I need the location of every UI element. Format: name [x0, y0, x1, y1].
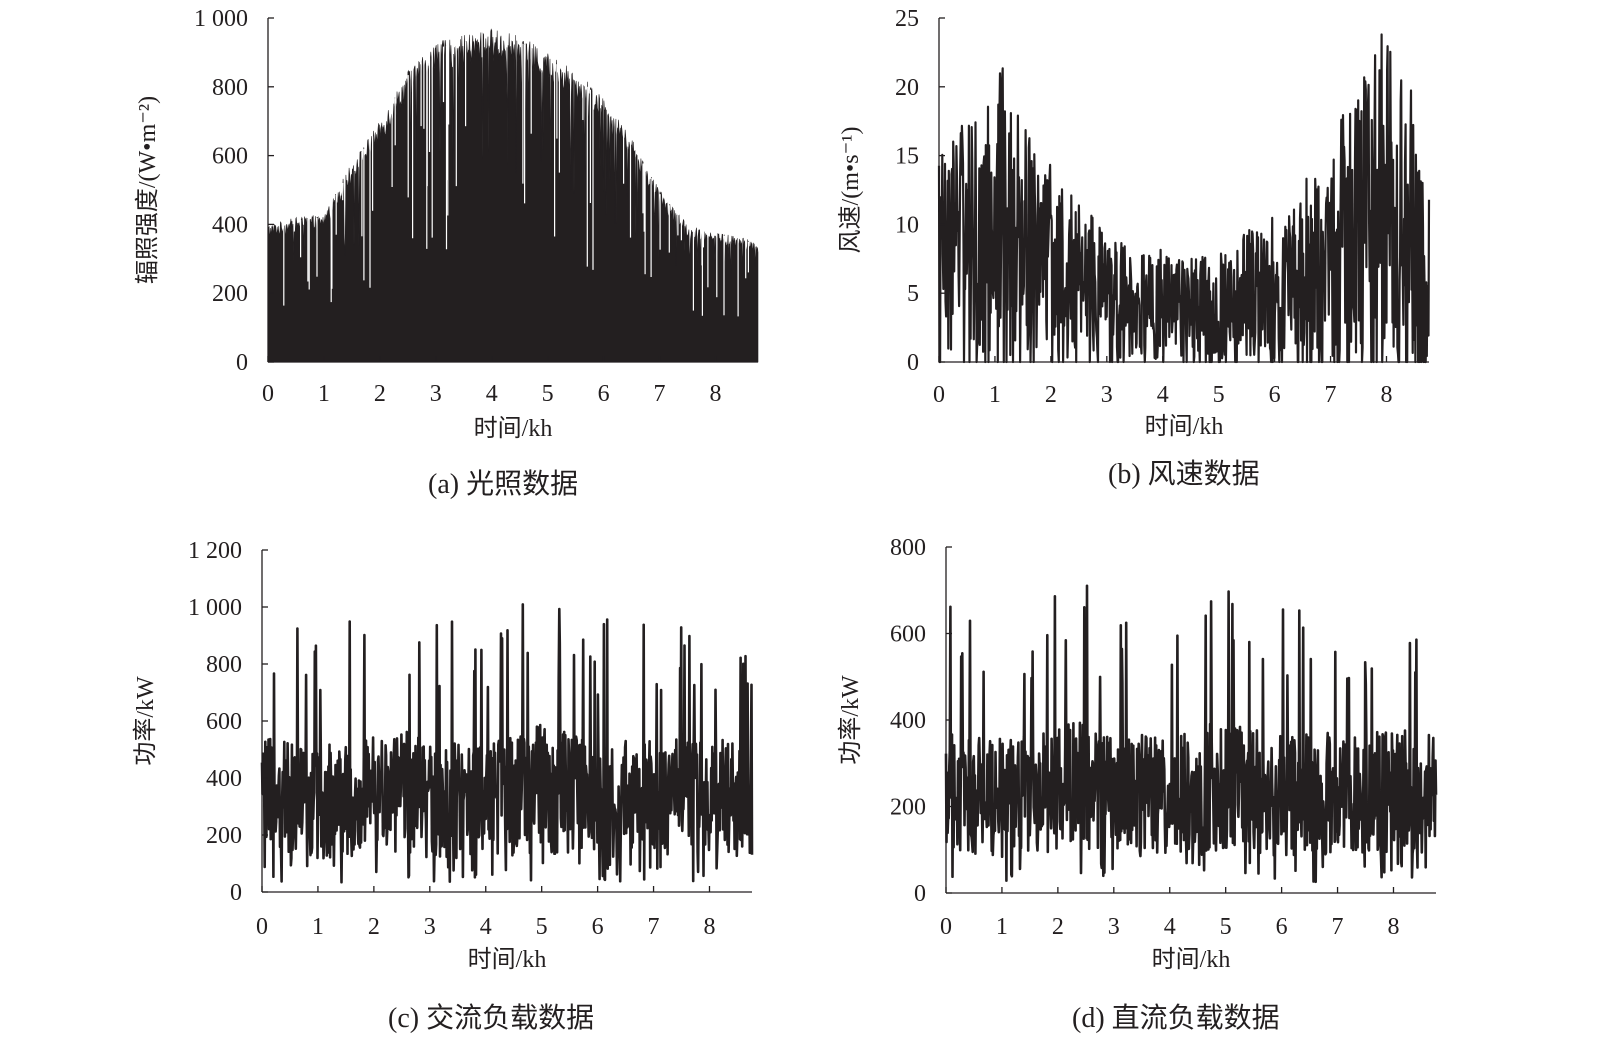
x-tick-label-c-0: 0 [256, 914, 268, 940]
y-axis-label-d: 功率/kW [837, 675, 864, 765]
chart-svg-d: 0 200 400 600 800 0 1 2 3 4 5 6 7 8 时间/kh 功率/kW [837, 535, 1438, 973]
y-tick-label-c-3: 600 [206, 709, 242, 735]
y-tick-label-a-3: 600 [212, 144, 248, 170]
x-tick-label-b-0: 0 [933, 382, 945, 408]
x-tick-label-c-5: 5 [536, 914, 548, 940]
x-tick-label-a-2: 2 [374, 381, 386, 407]
x-tick-label-d-2: 2 [1052, 914, 1064, 940]
x-tick-label-b-7: 7 [1325, 382, 1337, 408]
x-tick-label-a-8: 8 [709, 381, 721, 407]
chart-caption-d: (d) 直流负载数据 [1072, 1003, 1280, 1034]
x-tick-label-a-4: 4 [486, 381, 498, 407]
y-tick-label-c-4: 800 [206, 652, 242, 678]
chart-caption-a: (a) 光照数据 [428, 469, 579, 500]
y-tick-label-b-2: 10 [895, 212, 919, 238]
y-tick-label-c-2: 400 [206, 766, 242, 792]
y-axis-label-a: 辐照强度/(W•m⁻²) [134, 96, 161, 284]
x-tick-label-a-3: 3 [430, 381, 442, 407]
x-tick-label-c-2: 2 [368, 914, 380, 940]
series-line-c [260, 603, 754, 884]
x-tick-label-c-7: 7 [648, 914, 660, 940]
x-tick-label-b-3: 3 [1101, 382, 1113, 408]
x-tick-label-a-5: 5 [542, 381, 554, 407]
chart-caption-b: (b) 风速数据 [1108, 459, 1260, 490]
x-tick-label-c-6: 6 [592, 914, 604, 940]
y-tick-label-d-1: 200 [890, 795, 926, 821]
y-tick-label-d-0: 0 [914, 881, 926, 907]
y-axis-label-b: 风速/(m•s⁻¹) [837, 127, 864, 254]
x-tick-label-c-4: 4 [480, 914, 492, 940]
x-tick-label-d-8: 8 [1387, 914, 1399, 940]
x-tick-label-d-7: 7 [1332, 914, 1344, 940]
x-axis-label-b: 时间/kh [1145, 413, 1224, 440]
x-tick-label-c-1: 1 [312, 914, 324, 940]
y-tick-label-a-0: 0 [236, 350, 248, 376]
x-tick-label-a-1: 1 [318, 381, 330, 407]
x-tick-label-b-4: 4 [1157, 382, 1169, 408]
x-tick-label-d-5: 5 [1220, 914, 1232, 940]
chart-svg-b: 0 5 10 15 20 25 0 1 2 3 4 5 6 7 8 时间/kh 风速/(m•s⁻¹) [837, 6, 1431, 440]
y-tick-label-c-1: 200 [206, 823, 242, 849]
chart-svg-c: 0 200 400 600 800 1 000 1 200 0 1 2 3 4 5 6 7 8 时间/kh 功率/… [132, 538, 754, 973]
x-tick-label-c-3: 3 [424, 914, 436, 940]
x-axis-label-a: 时间/kh [474, 415, 553, 442]
series-line-d [944, 584, 1438, 884]
y-tick-label-b-1: 5 [907, 281, 919, 307]
y-tick-label-a-4: 800 [212, 75, 248, 101]
y-tick-label-a-5: 1 000 [194, 6, 248, 32]
x-tick-label-b-8: 8 [1380, 382, 1392, 408]
x-axis-label-c: 时间/kh [468, 946, 547, 973]
y-tick-label-c-0: 0 [230, 880, 242, 906]
chart-caption-c: (c) 交流负载数据 [388, 1003, 595, 1034]
x-tick-label-a-7: 7 [654, 381, 666, 407]
x-tick-label-b-2: 2 [1045, 382, 1057, 408]
x-tick-label-b-6: 6 [1269, 382, 1281, 408]
chart-panel-a: 0 200 400 600 800 1 000 0 1 2 3 4 5 6 7 8 时间/kh 辐照强度/(W•… [0, 0, 800, 520]
x-tick-label-d-3: 3 [1108, 914, 1120, 940]
chart-panel-c: 0 200 400 600 800 1 000 1 200 0 1 2 3 4 5 6 7 8 时间/kh 功率/… [0, 520, 800, 1060]
x-tick-label-d-0: 0 [940, 914, 952, 940]
x-tick-label-d-1: 1 [996, 914, 1008, 940]
series-line-b [937, 33, 1431, 364]
chart-panel-b: 0 5 10 15 20 25 0 1 2 3 4 5 6 7 8 时间/kh 风速/(m•s⁻¹) (b) 风… [800, 0, 1600, 520]
x-tick-label-b-5: 5 [1213, 382, 1225, 408]
y-tick-label-a-1: 200 [212, 281, 248, 307]
y-tick-label-a-2: 400 [212, 212, 248, 238]
chart-panel-d: 0 200 400 600 800 0 1 2 3 4 5 6 7 8 时间/kh 功率/kW (d) 直流负… [800, 520, 1600, 1060]
series-area-a [267, 28, 759, 363]
y-tick-label-d-4: 800 [890, 535, 926, 561]
y-tick-label-c-5: 1 000 [188, 595, 242, 621]
y-axis-label-c: 功率/kW [132, 676, 159, 766]
x-tick-label-c-8: 8 [703, 914, 715, 940]
y-tick-label-b-4: 20 [895, 75, 919, 101]
y-tick-label-b-0: 0 [907, 350, 919, 376]
y-tick-label-d-2: 400 [890, 708, 926, 734]
y-tick-label-c-6: 1 200 [188, 538, 242, 564]
y-tick-label-d-3: 600 [890, 622, 926, 648]
chart-svg-a: 0 200 400 600 800 1 000 0 1 2 3 4 5 6 7 8 时间/kh 辐照强度/(W•… [134, 6, 759, 442]
y-tick-label-b-3: 15 [895, 144, 919, 170]
x-tick-label-b-1: 1 [989, 382, 1001, 408]
x-axis-label-d: 时间/kh [1152, 946, 1231, 973]
x-tick-label-d-6: 6 [1276, 914, 1288, 940]
y-tick-label-b-5: 25 [895, 6, 919, 32]
x-tick-label-d-4: 4 [1164, 914, 1176, 940]
x-tick-label-a-6: 6 [598, 381, 610, 407]
x-tick-label-a-0: 0 [262, 381, 274, 407]
